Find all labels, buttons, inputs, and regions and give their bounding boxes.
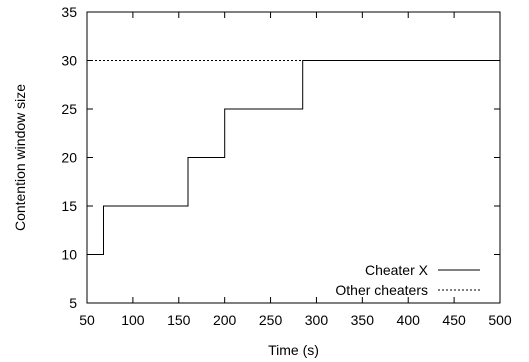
- plot-frame: [86, 11, 501, 304]
- legend: Cheater X Other cheaters: [335, 262, 480, 298]
- legend-label-0: Cheater X: [365, 262, 429, 278]
- x-tick-label: 350: [351, 312, 375, 328]
- x-tick-label: 50: [79, 312, 95, 328]
- x-axis-label: Time (s): [268, 342, 319, 358]
- x-tick-label: 400: [397, 312, 421, 328]
- y-tick-label: 5: [69, 295, 77, 311]
- x-tick-label: 150: [167, 312, 191, 328]
- x-tick-label: 250: [259, 312, 283, 328]
- series-lines: [87, 60, 500, 255]
- legend-label-1: Other cheaters: [335, 282, 428, 298]
- y-tick-label: 15: [61, 198, 77, 214]
- y-tick-label: 25: [61, 101, 77, 117]
- y-axis-label: Contention window size: [12, 84, 28, 231]
- y-tick-label: 10: [61, 247, 77, 263]
- y-tick-label: 35: [61, 4, 77, 20]
- x-tick-label: 500: [488, 312, 512, 328]
- ticks: [86, 11, 501, 304]
- series-line-0: [87, 60, 500, 255]
- x-tick-label: 100: [121, 312, 145, 328]
- x-tick-label: 450: [442, 312, 466, 328]
- tick-labels: 50 100 150 200 250 300 350 400 450 500 5 10 15 20 25 30…: [61, 4, 511, 328]
- y-tick-label: 30: [61, 53, 77, 69]
- x-tick-label: 300: [305, 312, 329, 328]
- y-tick-label: 20: [61, 150, 77, 166]
- x-tick-label: 200: [213, 312, 237, 328]
